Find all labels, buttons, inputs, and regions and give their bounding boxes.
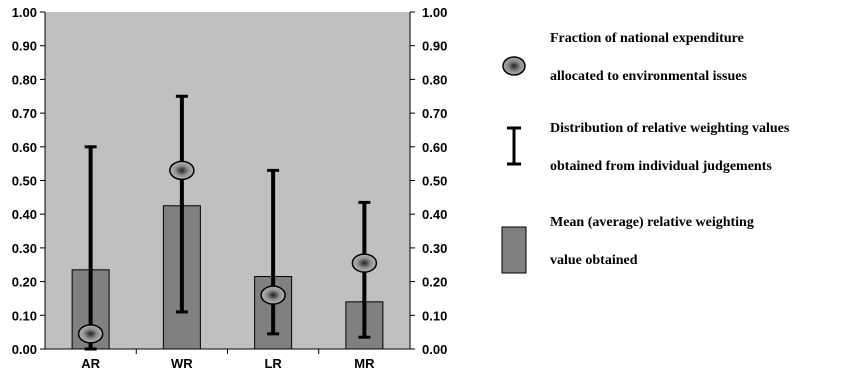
expenditure-marker xyxy=(169,160,195,181)
legend-line-2: obtained from individual judgements xyxy=(550,159,772,174)
legend-line-2: value obtained xyxy=(550,253,638,268)
left-y-tick-label: 0.50 xyxy=(12,174,37,189)
expenditure-marker xyxy=(351,253,378,273)
expenditure-marker xyxy=(77,324,104,344)
right-y-tick-label: 0.00 xyxy=(422,342,447,357)
x-category-label: WR xyxy=(171,356,193,371)
legend-line-1: Fraction of national expenditure xyxy=(550,31,744,46)
legend-line-2: allocated to environmental issues xyxy=(550,69,747,84)
left-y-tick-label: 0.00 xyxy=(12,342,37,357)
right-y-tick-label: 0.60 xyxy=(422,140,447,155)
left-y-tick-label: 0.90 xyxy=(12,39,37,54)
right-y-tick-label: 1.00 xyxy=(422,5,447,20)
left-y-tick-label: 0.80 xyxy=(12,72,37,87)
right-y-tick-label: 0.80 xyxy=(422,72,447,87)
left-y-tick-label: 0.30 xyxy=(12,241,37,256)
markers-layer xyxy=(77,160,378,344)
right-y-tick-label: 0.40 xyxy=(422,207,447,222)
left-y-tick-label: 0.40 xyxy=(12,207,37,222)
right-y-tick-label: 0.10 xyxy=(422,308,447,323)
right-y-tick-label: 0.90 xyxy=(422,39,447,54)
right-y-tick-label: 0.20 xyxy=(422,275,447,290)
left-y-tick-label: 1.00 xyxy=(12,5,37,20)
left-y-tick-label: 0.70 xyxy=(12,106,37,121)
left-y-tick-label: 0.60 xyxy=(12,140,37,155)
x-category-label: LR xyxy=(264,356,282,371)
right-y-tick-label: 0.50 xyxy=(422,174,447,189)
right-y-tick-label: 0.70 xyxy=(422,106,447,121)
right-y-tick-label: 0.30 xyxy=(422,241,447,256)
left-y-tick-label: 0.10 xyxy=(12,308,37,323)
expenditure-marker xyxy=(260,285,286,305)
error-bar-icon xyxy=(507,126,521,166)
left-y-tick-label: 0.20 xyxy=(12,275,37,290)
x-category-label: AR xyxy=(81,356,100,371)
legend-line-1: Distribution of relative weighting value… xyxy=(550,121,790,136)
bar-swatch-icon xyxy=(501,226,527,274)
x-category-label: MR xyxy=(354,356,375,371)
x-axis-labels: AR WR LR MR xyxy=(81,356,375,371)
legend: Fraction of national expenditure allocat… xyxy=(500,0,840,300)
ellipse-marker-icon xyxy=(502,56,526,76)
legend-line-1: Mean (average) relative weighting xyxy=(550,215,754,230)
chart: 0.00 0.00 0.10 0.10 0.20 0.20 0.30 0.30 0.40 0.40… xyxy=(12,5,448,371)
